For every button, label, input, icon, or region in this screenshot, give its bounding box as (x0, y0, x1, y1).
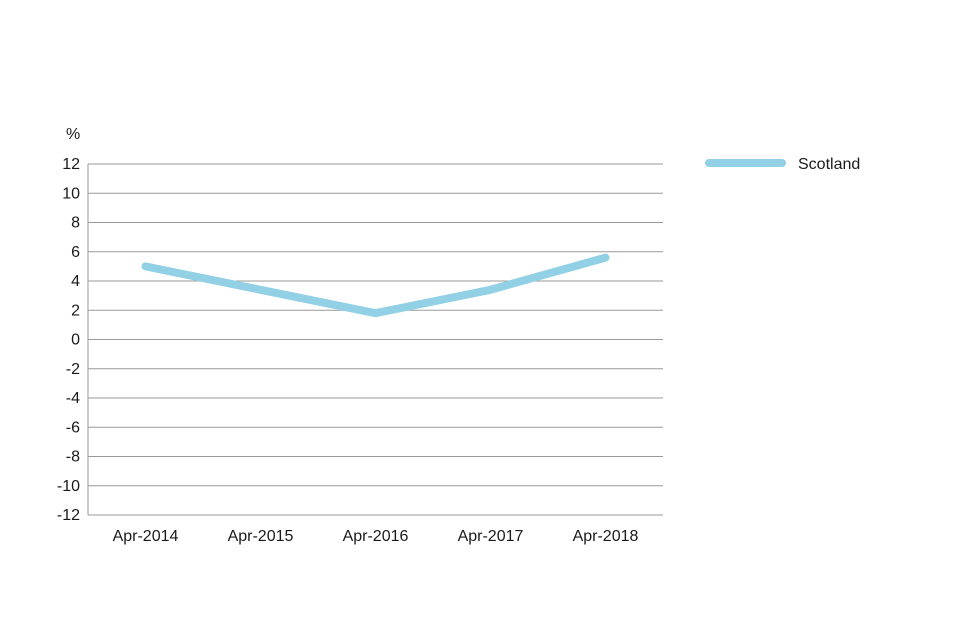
x-tick-label-0: Apr-2014 (113, 528, 179, 545)
legend: Scotland (705, 156, 860, 173)
y-tick-label-9: -6 (66, 419, 80, 436)
series-line-0 (141, 253, 610, 318)
y-tick-label-11: -10 (57, 478, 80, 495)
x-tick-label-3: Apr-2017 (458, 528, 524, 545)
x-tick-label-2: Apr-2016 (343, 528, 409, 545)
x-tick-label-4: Apr-2018 (573, 528, 639, 545)
y-tick-label-5: 2 (71, 302, 80, 319)
legend-label-scotland: Scotland (798, 156, 860, 173)
y-tick-label-7: -2 (66, 361, 80, 378)
y-tick-label-6: 0 (71, 332, 80, 349)
y-tick-label-4: 4 (71, 273, 80, 290)
y-axis-unit-label: % (66, 126, 80, 143)
y-tick-label-3: 6 (71, 244, 80, 261)
x-axis-ticks: Apr-2014 Apr-2015 Apr-2016 Apr-2017 Apr-2018 (113, 528, 639, 545)
y-tick-label-0: 12 (62, 156, 80, 173)
y-tick-label-12: -12 (57, 507, 80, 524)
x-tick-label-1: Apr-2015 (228, 528, 294, 545)
y-tick-label-10: -8 (66, 449, 80, 466)
y-axis-ticks: 12 10 8 6 4 2 0 -2 -4 -6 -8 -10 -12 (57, 156, 80, 524)
y-tick-label-8: -4 (66, 390, 80, 407)
series-group (141, 253, 610, 318)
y-tick-label-1: 10 (62, 185, 80, 202)
y-tick-label-2: 8 (71, 215, 80, 232)
gridlines (87, 163, 663, 516)
